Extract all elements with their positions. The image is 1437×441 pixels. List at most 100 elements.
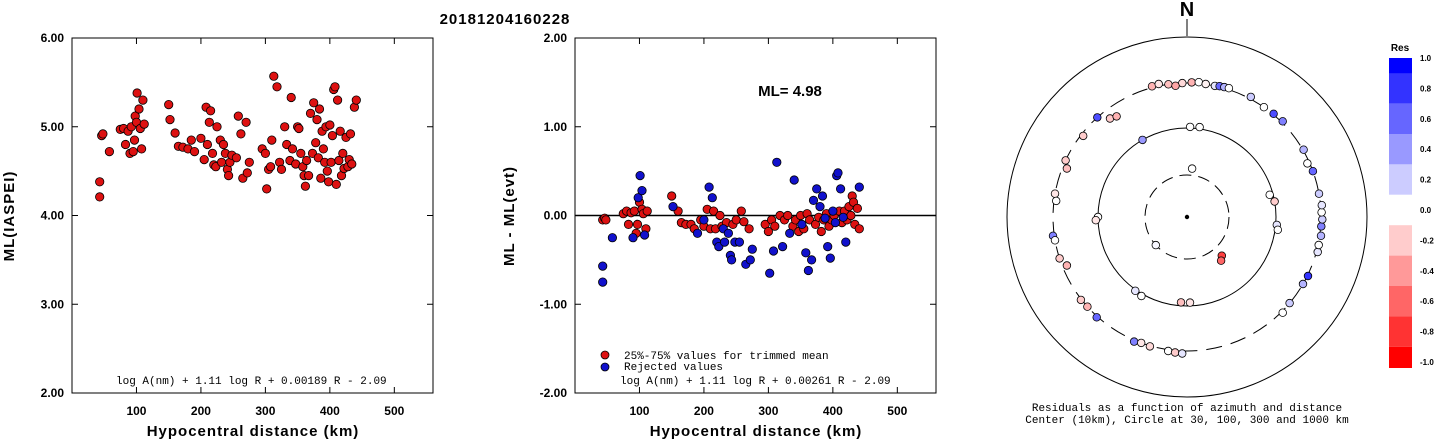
station-point — [1055, 254, 1064, 263]
colorbar-cell — [1389, 164, 1412, 195]
data-point — [262, 184, 272, 194]
data-point — [747, 244, 757, 254]
data-point — [745, 255, 755, 265]
station-point — [1318, 215, 1327, 224]
data-point — [806, 255, 817, 265]
data-point — [95, 192, 105, 202]
data-point — [186, 135, 196, 145]
data-point — [134, 104, 144, 114]
data-point — [217, 157, 227, 167]
data-point — [803, 265, 814, 276]
x-tick-label: 300 — [758, 404, 778, 418]
axis-ticks: 100 200 300 400 500 -2.00 -1.00 0.00 1.00 2.00 — [540, 31, 936, 418]
y-axis-label: ML(IASPEI) — [1, 171, 18, 262]
data-point — [642, 206, 652, 216]
station-point — [1216, 256, 1226, 265]
y-tick-label: 1.00 — [544, 120, 568, 134]
data-point — [300, 181, 310, 191]
x-tick-label: 200 — [191, 404, 211, 418]
data-point — [137, 144, 147, 154]
station-point — [1303, 159, 1312, 168]
station-point — [1298, 279, 1308, 289]
data-point — [269, 71, 279, 81]
data-point — [726, 255, 737, 265]
station-point — [1092, 313, 1101, 322]
x-tick-label: 200 — [694, 404, 714, 418]
station-point — [1317, 222, 1326, 231]
colorbar-tick-label: 1.0 — [1420, 54, 1432, 63]
station-point — [1078, 131, 1088, 141]
residual-colorbar: Res 1.0 0.8 0.6 0.4 0.2 0.0 -0.2 -0.4 -0.6 -0.8 -1… — [1389, 43, 1434, 368]
data-point — [816, 226, 826, 237]
data-point — [330, 82, 340, 92]
station-point — [1187, 78, 1196, 87]
x-tick-label: 300 — [255, 404, 275, 418]
station-point — [1187, 164, 1197, 173]
data-point — [719, 237, 730, 247]
data-point — [138, 95, 148, 105]
data-point — [637, 186, 647, 196]
station-point — [1195, 122, 1204, 132]
colorbar-title: Res — [1391, 43, 1410, 54]
data-point — [322, 166, 332, 176]
data-point — [233, 111, 243, 121]
station-point — [1308, 166, 1318, 176]
data-point — [820, 213, 830, 223]
colorbar-labels: 1.0 0.8 0.6 0.4 0.2 0.0 -0.2 -0.4 -0.6 -0.8 -1.0 — [1420, 54, 1434, 367]
station-point — [1062, 261, 1072, 270]
colorbar-cell — [1389, 225, 1412, 256]
legend-label-trimmed: 25%-75% values for trimmed mean — [624, 351, 829, 363]
station-point — [1076, 295, 1086, 305]
colorbar-tick-label: 0.2 — [1420, 176, 1432, 185]
data-point — [139, 119, 149, 129]
data-point — [812, 184, 822, 194]
colorbar-cell — [1389, 103, 1412, 134]
colorbar-tick-label: -0.2 — [1420, 236, 1434, 245]
data-point — [242, 168, 252, 178]
data-point — [635, 171, 645, 181]
data-point — [301, 155, 312, 166]
data-point — [95, 177, 105, 187]
station-point — [1299, 145, 1308, 154]
colorbar-cell — [1389, 194, 1412, 226]
data-point — [286, 92, 296, 103]
station-point — [1270, 197, 1279, 206]
data-point — [744, 224, 754, 234]
colorbar-tick-label: -0.6 — [1420, 297, 1434, 306]
data-point — [830, 218, 841, 228]
data-point — [202, 139, 212, 150]
data-point — [296, 148, 306, 158]
data-point — [736, 206, 746, 216]
station-point — [1314, 240, 1323, 250]
data-point — [318, 144, 328, 154]
data-point — [309, 98, 319, 108]
station-point — [1224, 83, 1234, 93]
colorbar-cells — [1389, 58, 1412, 368]
data-point — [639, 230, 650, 240]
data-point — [104, 147, 115, 157]
data-point — [231, 153, 241, 163]
data-point — [325, 120, 335, 130]
figure-title: 20181204160228 — [440, 11, 571, 28]
y-tick-label: 4.00 — [41, 209, 65, 223]
colorbar-tick-label: -0.8 — [1420, 328, 1434, 337]
data-point — [345, 129, 356, 139]
data-point — [204, 117, 214, 127]
colorbar-cell — [1389, 134, 1412, 165]
y-tick-label: 0.00 — [544, 209, 568, 223]
data-point — [777, 242, 788, 252]
formula-text: log A(nm) + 1.11 log R + 0.00261 R - 2.0… — [620, 376, 891, 388]
data-point — [120, 139, 131, 150]
station-point — [1285, 298, 1294, 308]
ml-annotation: ML= 4.98 — [758, 83, 822, 100]
colorbar-tick-label: 0.4 — [1420, 145, 1432, 154]
data-point — [598, 277, 608, 287]
azimuth-residual-polar-chart: N Residuals as a function of azimuth and… — [1006, 0, 1368, 427]
data-point — [833, 168, 843, 178]
station-point — [1317, 200, 1326, 210]
station-point — [1317, 208, 1326, 217]
data-point — [327, 131, 337, 141]
station-point — [1176, 298, 1186, 307]
station-point — [1170, 348, 1180, 357]
data-point — [739, 217, 749, 227]
